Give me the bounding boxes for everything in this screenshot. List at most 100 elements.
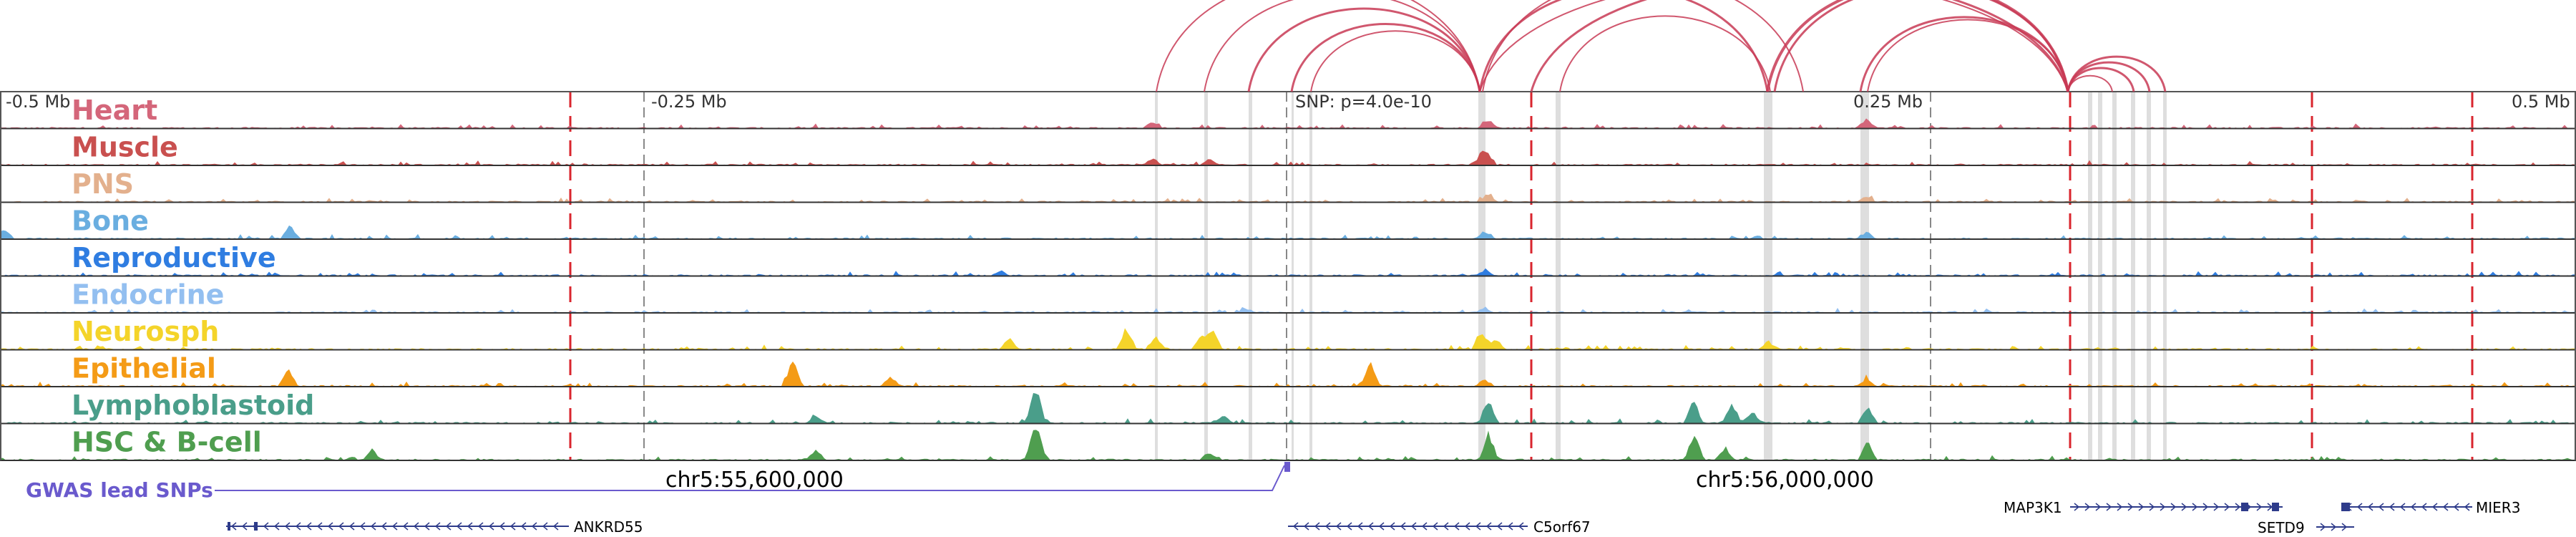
gene-chevron-c5orf67 [1485, 522, 1492, 531]
gene-chevron-map3k1 [2084, 503, 2091, 511]
track-label-5: Reproductive [72, 242, 276, 274]
track-label-9: Lymphoblastoid [72, 390, 314, 421]
gene-chevron-ankrd55 [273, 522, 280, 531]
gene-chevron-ankrd55 [391, 522, 398, 531]
gene-chevron-map3k1 [2117, 503, 2123, 511]
gene-label-map3k1: MAP3K1 [2004, 499, 2062, 516]
gene-chevron-mier3 [2464, 503, 2470, 511]
gene-chevron-ankrd55 [338, 522, 344, 531]
gene-chevron-c5orf67 [1324, 522, 1331, 531]
gene-chevron-ankrd55 [424, 522, 430, 531]
gene-chevron-c5orf67 [1357, 522, 1363, 531]
track-8 [0, 361, 2576, 387]
gene-chevron-ankrd55 [488, 522, 494, 531]
gene-chevron-ankrd55 [370, 522, 376, 531]
gene-chevron-map3k1 [2074, 503, 2080, 511]
gene-chevron-map3k1 [2213, 503, 2220, 511]
track-6 [0, 306, 2576, 314]
gene-mier3 [2341, 503, 2472, 511]
track-2 [0, 150, 2576, 166]
interaction-arcs [1156, 0, 2167, 92]
gene-chevron-ankrd55 [348, 522, 355, 531]
interaction-arc-10 [1766, 0, 2069, 92]
interaction-arc-9 [1559, 15, 1771, 92]
track-signal-6 [0, 306, 2576, 313]
gwas-label: GWAS lead SNPs [26, 478, 213, 502]
gene-exon-ankrd55-b [254, 522, 258, 531]
gene-chevron-ankrd55 [477, 522, 484, 531]
gene-chevron-ankrd55 [509, 522, 516, 531]
gene-chevron-ankrd55 [327, 522, 333, 531]
gene-chevron-c5orf67 [1464, 522, 1470, 531]
track-label-8: Epithelial [72, 353, 216, 384]
interaction-arc-5 [1479, 0, 2069, 92]
gene-exon-map3k1-b [2272, 503, 2279, 511]
gene-chevron-c5orf67 [1432, 522, 1438, 531]
track-4 [0, 225, 2576, 240]
gene-chevron-map3k1 [2192, 503, 2198, 511]
gene-chevron-c5orf67 [1518, 522, 1524, 531]
gene-chevron-c5orf67 [1496, 522, 1503, 531]
coordinate-label-2: chr5:56,000,000 [1696, 468, 1874, 493]
gene-chevron-c5orf67 [1507, 522, 1513, 531]
track-7 [0, 328, 2576, 351]
gene-map3k1 [2070, 503, 2283, 511]
axis-tick-label-1: -0.25 Mb [651, 92, 727, 112]
gene-chevron-map3k1 [2224, 503, 2230, 511]
interaction-arc-8 [1530, 0, 2069, 92]
track-3 [0, 193, 2576, 203]
gene-chevron-ankrd55 [359, 522, 366, 531]
interaction-arc-13 [1867, 19, 2069, 92]
signal-tracks [0, 91, 2576, 461]
gene-chevron-c5orf67 [1475, 522, 1481, 531]
gene-chevron-ankrd55 [306, 522, 312, 531]
gene-c5orf67 [1288, 522, 1528, 531]
gene-chevron-c5orf67 [1378, 522, 1385, 531]
gene-chevron-mier3 [2367, 503, 2373, 511]
gene-chevron-map3k1 [2138, 503, 2145, 511]
interaction-arc-4 [1310, 30, 1480, 92]
gene-chevron-mier3 [2453, 503, 2459, 511]
track-signal-3 [0, 193, 2576, 203]
gene-chevron-c5orf67 [1292, 522, 1299, 531]
gene-label-ankrd55: ANKRD55 [574, 518, 643, 536]
gene-chevron-ankrd55 [263, 522, 269, 531]
gene-chevron-map3k1 [2256, 503, 2263, 511]
interaction-arc-6 [1478, 0, 1769, 92]
distance-axis: -0.5 Mb -0.25 Mb SNP: p=4.0e-10 0.25 Mb 0.5 … [6, 92, 2570, 112]
gene-chevron-mier3 [2431, 503, 2438, 511]
gwas-snp-marker [1284, 462, 1290, 472]
track-label-6: Endocrine [72, 279, 224, 311]
coordinate-label-1: chr5:55,600,000 [665, 468, 844, 493]
gene-chevron-mier3 [2356, 503, 2363, 511]
track-label-10: HSC & B-cell [72, 427, 262, 458]
gene-chevron-setd9 [2331, 523, 2337, 531]
track-signal-2 [0, 150, 2576, 165]
track-labels: Heart Muscle PNS Bone Reproductive Endocrine N… [72, 95, 314, 458]
track-signal-1 [0, 118, 2576, 129]
gene-exon-map3k1-a [2241, 503, 2248, 511]
gene-chevron-ankrd55 [402, 522, 409, 531]
gwas-connector [215, 465, 1285, 491]
gene-setd9 [2316, 523, 2354, 531]
gene-chevron-c5orf67 [1346, 522, 1352, 531]
gene-chevron-ankrd55 [499, 522, 505, 531]
track-signal-10 [0, 430, 2576, 460]
gene-chevron-ankrd55 [531, 522, 537, 531]
track-signal-7 [0, 328, 2576, 350]
gene-chevron-mier3 [2378, 503, 2384, 511]
gene-chevron-c5orf67 [1303, 522, 1309, 531]
gene-label-setd9: SETD9 [2258, 519, 2305, 536]
gene-chevron-mier3 [2442, 503, 2449, 511]
gene-chevron-map3k1 [2095, 503, 2102, 511]
gene-chevron-c5orf67 [1335, 522, 1342, 531]
gene-chevron-map3k1 [2106, 503, 2112, 511]
track-5 [0, 268, 2576, 277]
track-1 [0, 118, 2576, 130]
track-label-3: PNS [72, 168, 134, 200]
gene-chevron-ankrd55 [520, 522, 527, 531]
gene-chevron-setd9 [2320, 523, 2326, 531]
gene-chevron-mier3 [2410, 503, 2416, 511]
track-10 [0, 430, 2576, 461]
